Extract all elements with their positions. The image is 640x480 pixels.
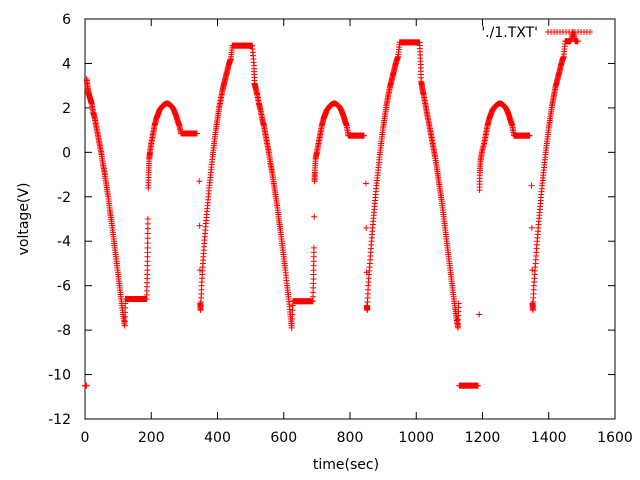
data-point: [362, 180, 369, 187]
data-point: [455, 300, 462, 307]
data-point: [83, 382, 90, 389]
data-point: [474, 382, 481, 389]
x-tick-label: 1600: [597, 430, 633, 446]
y-tick-label: 0: [62, 145, 71, 161]
x-tick-label: 1000: [398, 430, 434, 446]
data-point: [196, 222, 203, 229]
data-points: [82, 29, 581, 389]
x-tick-label: 600: [270, 430, 297, 446]
data-point: [144, 216, 151, 222]
y-tick-label: 4: [62, 56, 71, 72]
data-point: [310, 244, 317, 251]
data-point: [360, 132, 367, 139]
y-tick-label: -12: [48, 412, 71, 428]
x-tick-label: 0: [81, 430, 90, 446]
data-point: [574, 38, 581, 45]
y-tick-label: -10: [48, 368, 71, 384]
data-point: [528, 182, 535, 189]
y-tick-label: -4: [57, 234, 71, 250]
data-point: [476, 311, 483, 318]
axis-tick-labels: 0 200 400 600 800 1000 1200 1400 1600 -12 -10 -8 -6 -…: [48, 12, 633, 446]
data-point: [529, 267, 536, 274]
data-point: [193, 130, 200, 137]
legend-label: './1.TXT': [481, 25, 538, 41]
x-tick-label: 1400: [531, 430, 567, 446]
axis-ticks: [84, 18, 616, 420]
y-tick-label: -2: [57, 190, 71, 206]
x-axis-label: time(sec): [313, 457, 379, 473]
data-point: [311, 213, 318, 220]
data-point: [363, 224, 370, 231]
data-point: [196, 267, 203, 274]
y-tick-label: -8: [57, 323, 71, 339]
legend: './1.TXT': [481, 25, 593, 41]
y-tick-label: -6: [57, 279, 71, 295]
x-tick-label: 1200: [465, 430, 501, 446]
plot-frame: [84, 18, 616, 420]
x-tick-label: 800: [337, 430, 364, 446]
y-axis-label: voltage(V): [16, 183, 32, 256]
data-point: [528, 224, 535, 231]
legend-marker: [587, 29, 593, 35]
data-point: [526, 132, 533, 139]
x-tick-label: 200: [138, 430, 165, 446]
y-tick-label: 2: [62, 101, 71, 117]
x-tick-label: 400: [204, 430, 231, 446]
data-point: [196, 178, 203, 185]
y-tick-label: 6: [62, 12, 71, 28]
